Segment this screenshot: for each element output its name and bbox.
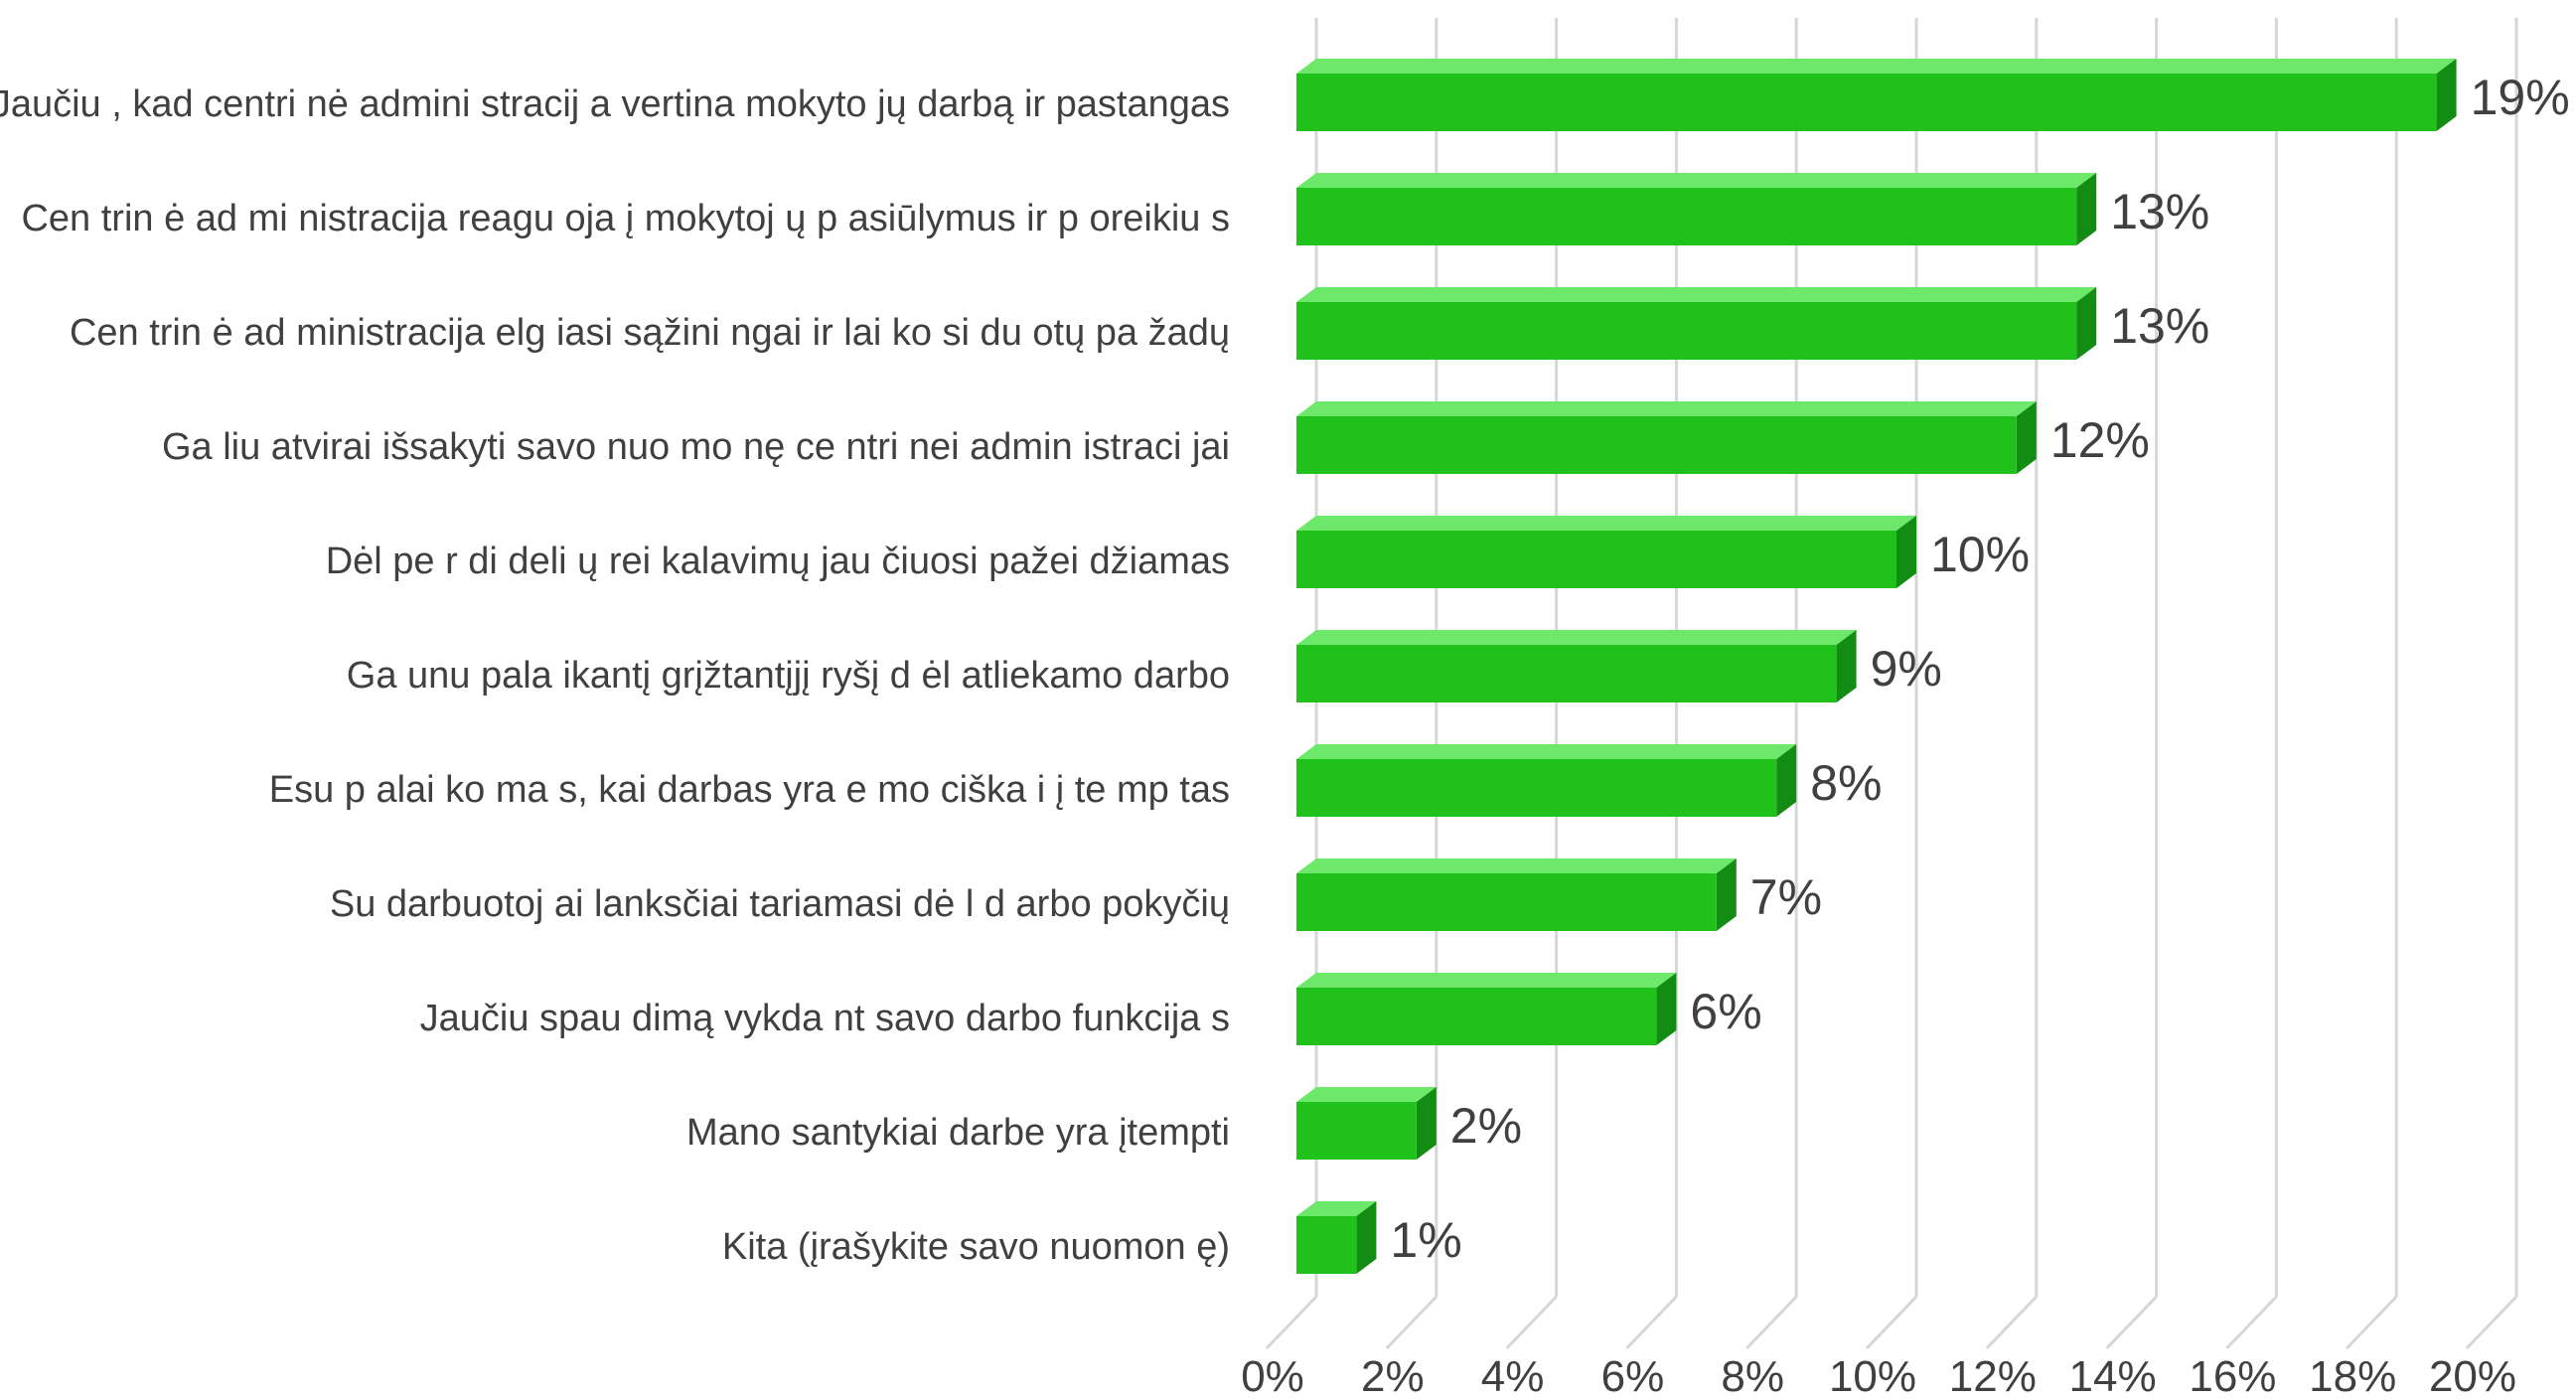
x-tick-label: 14% (2069, 1352, 2157, 1400)
category-label: Kita (įrašykite savo nuomon ę) (722, 1226, 1230, 1268)
floor-line-8 (1745, 1295, 1798, 1350)
bar-side-face (2076, 173, 2097, 245)
x-tick-label: 8% (1721, 1352, 1784, 1400)
bar-side-face (1896, 516, 1916, 588)
floor-line-6 (1625, 1295, 1678, 1350)
data-label: 6% (1690, 984, 1761, 1039)
data-label: 19% (2471, 70, 2570, 125)
category-label: Cen trin ė ad mi nistracija reagu oja į … (21, 198, 1230, 239)
x-tick-label: 2% (1361, 1352, 1425, 1400)
data-label: 2% (1450, 1098, 1522, 1154)
data-label: 7% (1750, 869, 1822, 925)
bar-side-face (2016, 401, 2037, 474)
category-label: Jaučiu , kad centri nė admini stracij a … (0, 83, 1230, 125)
bar (1296, 173, 2097, 245)
bar-top-face (1296, 1201, 1377, 1216)
bar-top-face (1296, 1087, 1437, 1102)
bar (1296, 287, 2097, 360)
bar (1296, 973, 1677, 1045)
bar-front-face (1296, 988, 1657, 1045)
x-tick-label: 12% (1949, 1352, 2037, 1400)
category-labels: Jaučiu , kad centri nė admini stracij a … (0, 83, 1230, 1268)
bar (1296, 1201, 1377, 1274)
bar (1296, 59, 2457, 131)
bar-front-face (1296, 645, 1837, 702)
data-label: 13% (2110, 298, 2209, 354)
floor-line-4 (1505, 1295, 1558, 1350)
category-label: Dėl pe r di deli ų rei kalavimų jau čiuo… (326, 541, 1230, 582)
data-label: 9% (1871, 641, 1942, 697)
bar-side-face (1656, 973, 1677, 1045)
bar-top-face (1296, 173, 2097, 188)
bar (1296, 744, 1797, 817)
floor-line-20 (2465, 1295, 2518, 1350)
data-label: 8% (1810, 755, 1882, 811)
bar-top-face (1296, 401, 2037, 416)
floor-line-2 (1385, 1295, 1438, 1350)
data-label: 1% (1390, 1212, 1461, 1268)
x-tick-label: 10% (1829, 1352, 1916, 1400)
category-label: Mano santykiai darbe yra įtempti (686, 1112, 1230, 1154)
category-label: Cen trin ė ad ministracija elg iasi sąži… (70, 312, 1230, 354)
bar-side-face (1836, 630, 1857, 702)
bar-side-face (1776, 744, 1797, 817)
x-tick-label: 6% (1601, 1352, 1665, 1400)
category-label: Jaučiu spau dimą vykda nt savo darbo fun… (420, 998, 1230, 1039)
category-label: Su darbuotoj ai lanksčiai tariamasi dė l… (330, 883, 1230, 925)
bar-front-face (1296, 74, 2437, 131)
category-label: Ga liu atvirai išsakyti savo nuo mo nę c… (162, 426, 1230, 468)
floor-line-12 (1985, 1295, 2038, 1350)
bar-side-face (1716, 858, 1737, 931)
bar-top-face (1296, 516, 1916, 531)
floor-line-18 (2346, 1295, 2398, 1350)
bar-top-face (1296, 744, 1797, 759)
bar (1296, 1087, 1437, 1160)
bar-front-face (1296, 759, 1777, 817)
bar-front-face (1296, 873, 1717, 931)
bar-top-face (1296, 287, 2097, 302)
bar (1296, 858, 1737, 931)
bar-side-face (1416, 1087, 1437, 1160)
bar-side-face (2076, 287, 2097, 360)
bar-side-face (1356, 1201, 1377, 1274)
x-tick-label: 20% (2429, 1352, 2516, 1400)
floor-line-16 (2225, 1295, 2278, 1350)
data-label: 12% (2050, 412, 2150, 468)
bar-front-face (1296, 416, 2017, 474)
bar-side-face (2436, 59, 2457, 131)
x-tick-label: 16% (2189, 1352, 2276, 1400)
bars (1296, 59, 2457, 1274)
bar-front-face (1296, 302, 2077, 360)
data-label: 10% (1930, 527, 2030, 582)
x-tick-label: 18% (2309, 1352, 2396, 1400)
floor-line-0 (1265, 1295, 1318, 1350)
bar-front-face (1296, 1102, 1417, 1160)
data-label: 13% (2110, 184, 2209, 239)
floor-line-14 (2105, 1295, 2158, 1350)
bar-top-face (1296, 630, 1857, 645)
bar (1296, 401, 2037, 474)
bar (1296, 630, 1857, 702)
bar-front-face (1296, 1216, 1357, 1274)
bar (1296, 516, 1916, 588)
category-label: Esu p alai ko ma s, kai darbas yra e mo … (269, 769, 1230, 811)
bar-front-face (1296, 188, 2077, 245)
x-tick-label: 4% (1481, 1352, 1545, 1400)
bar-top-face (1296, 858, 1737, 873)
x-axis-ticks: 0% 2% 4% 6% 8% 10% 12% 14% 16% 18% 20% (1241, 1352, 2516, 1400)
floor-line-10 (1865, 1295, 1918, 1350)
bar-top-face (1296, 973, 1677, 988)
category-label: Ga unu pala ikantį grįžtantįjį ryšį d ėl… (347, 655, 1230, 697)
bar-front-face (1296, 531, 1896, 588)
value-labels: 19% 13% 13% 12% 10% 9% 8% 7% 6% 2% 1% (1390, 70, 2569, 1268)
x-tick-label: 0% (1241, 1352, 1304, 1400)
bar-top-face (1296, 59, 2457, 74)
